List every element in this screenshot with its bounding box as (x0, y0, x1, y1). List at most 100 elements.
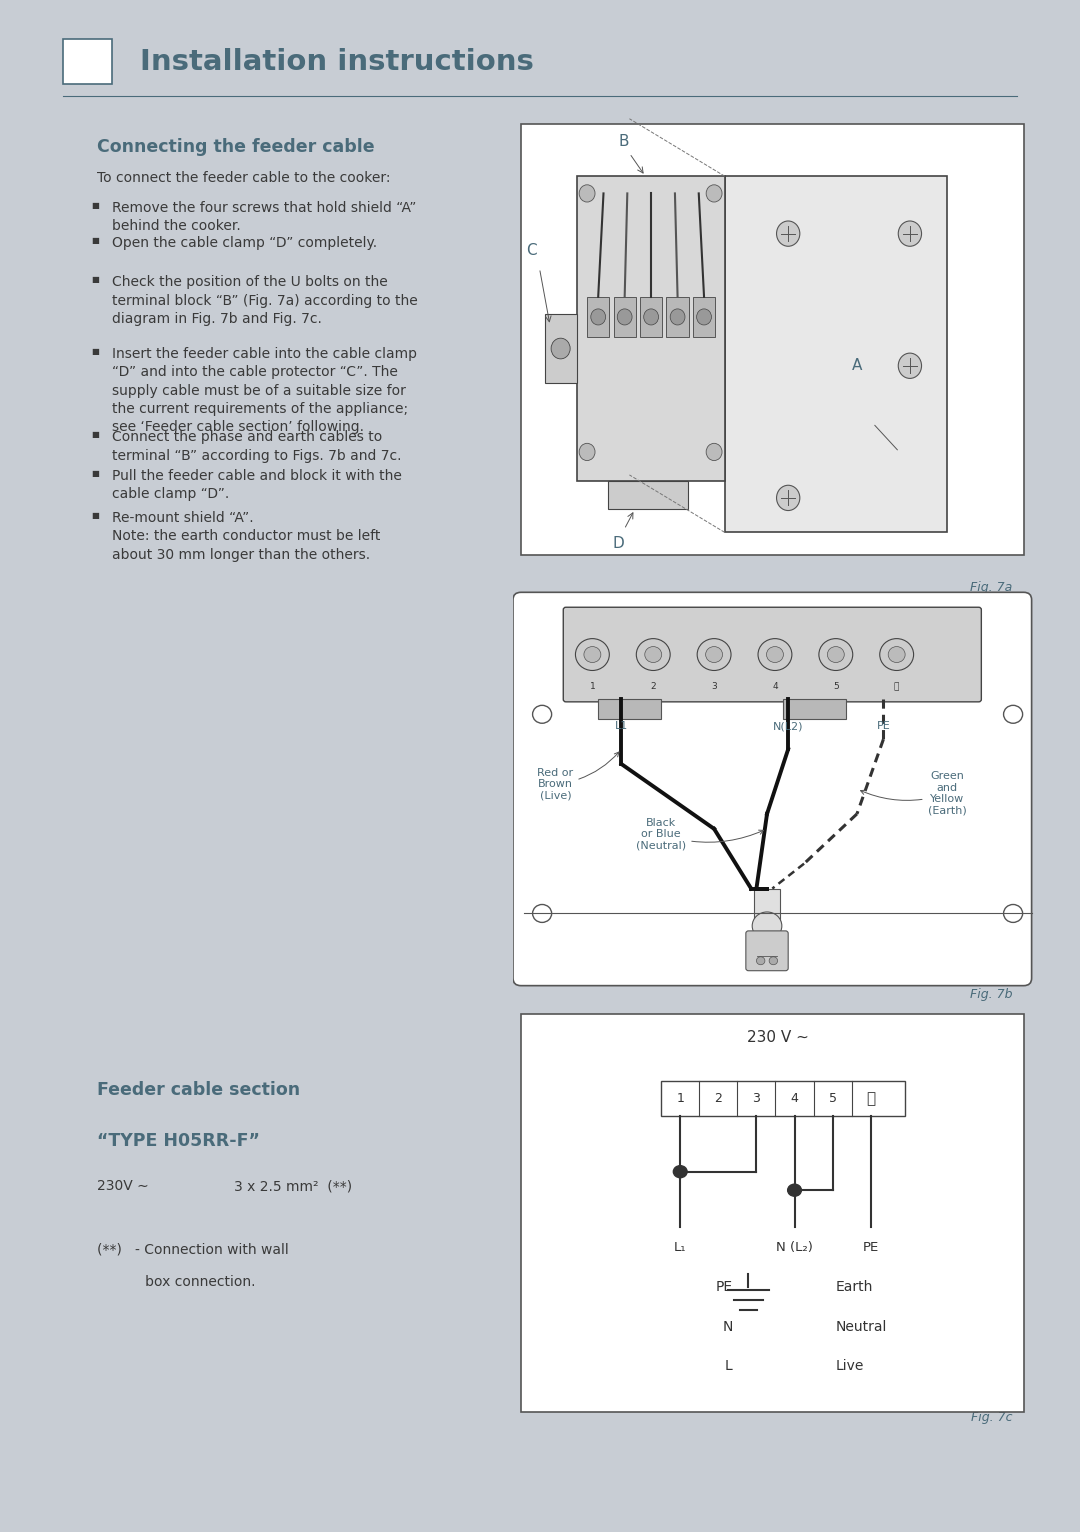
Text: 5: 5 (828, 1092, 837, 1105)
Text: Pull the feeder cable and block it with the
cable clamp “D”.: Pull the feeder cable and block it with … (112, 469, 402, 501)
Polygon shape (725, 176, 947, 533)
Text: Installation instructions: Installation instructions (140, 47, 535, 75)
Text: ■: ■ (92, 346, 99, 355)
Text: ⏛: ⏛ (866, 1091, 875, 1106)
Text: Connect the phase and earth cables to
terminal “B” according to Figs. 7b and 7c.: Connect the phase and earth cables to te… (112, 430, 402, 463)
Circle shape (899, 354, 921, 378)
FancyBboxPatch shape (63, 40, 112, 84)
Circle shape (787, 1184, 801, 1196)
Text: N(L2): N(L2) (773, 722, 804, 731)
Bar (661, 1082, 905, 1117)
Circle shape (576, 639, 609, 671)
Text: ■: ■ (92, 430, 99, 440)
Text: To connect the feeder cable to the cooker:: To connect the feeder cable to the cooke… (96, 170, 390, 185)
Text: C: C (526, 244, 537, 259)
Text: Green
and
Yellow
(Earth): Green and Yellow (Earth) (861, 771, 967, 817)
Text: 1: 1 (590, 682, 595, 691)
Circle shape (880, 639, 914, 671)
Text: Feeder cable section: Feeder cable section (96, 1082, 299, 1098)
Bar (640, 297, 662, 337)
Circle shape (827, 647, 845, 662)
Circle shape (645, 647, 662, 662)
Text: 5: 5 (833, 682, 839, 691)
Circle shape (532, 705, 552, 723)
Text: 4: 4 (791, 1092, 798, 1105)
Text: Live: Live (836, 1359, 864, 1373)
Circle shape (532, 904, 552, 922)
Text: ■: ■ (92, 469, 99, 478)
Circle shape (899, 221, 921, 247)
Circle shape (636, 639, 671, 671)
Text: Red or
Brown
(Live): Red or Brown (Live) (537, 752, 619, 801)
Bar (597, 699, 661, 720)
Text: L: L (725, 1359, 732, 1373)
Circle shape (767, 647, 783, 662)
Text: Re-mount shield “A”.
Note: the earth conductor must be left
about 30 mm longer t: Re-mount shield “A”. Note: the earth con… (112, 510, 380, 562)
Circle shape (697, 309, 712, 325)
Text: Fig. 7c: Fig. 7c (971, 1411, 1012, 1423)
Text: Black
or Blue
(Neutral): Black or Blue (Neutral) (636, 818, 764, 850)
Text: box connection.: box connection. (96, 1275, 255, 1288)
Circle shape (769, 958, 778, 965)
Bar (544, 314, 577, 383)
Circle shape (579, 443, 595, 461)
Text: Check the position of the U bolts on the
terminal block “B” (Fig. 7a) according : Check the position of the U bolts on the… (112, 276, 418, 326)
Text: 4: 4 (772, 682, 778, 691)
Text: Insert the feeder cable into the cable clamp
“D” and into the cable protector “C: Insert the feeder cable into the cable c… (112, 346, 417, 435)
Text: PE: PE (715, 1281, 732, 1295)
Text: 3 x 2.5 mm²  (**): 3 x 2.5 mm² (**) (234, 1180, 352, 1193)
Text: 2: 2 (714, 1092, 723, 1105)
Text: ⏛: ⏛ (894, 682, 900, 691)
FancyBboxPatch shape (513, 593, 1031, 985)
Text: 1: 1 (676, 1092, 684, 1105)
Circle shape (698, 639, 731, 671)
Text: 3: 3 (712, 682, 717, 691)
Circle shape (1003, 705, 1023, 723)
Circle shape (705, 647, 723, 662)
Circle shape (551, 339, 570, 358)
Text: ■: ■ (92, 510, 99, 519)
Circle shape (673, 1166, 687, 1178)
Text: 230V ∼: 230V ∼ (96, 1180, 148, 1193)
Text: Open the cable clamp “D” completely.: Open the cable clamp “D” completely. (112, 236, 377, 250)
Circle shape (777, 221, 800, 247)
Bar (754, 889, 780, 968)
Bar (588, 297, 609, 337)
Circle shape (756, 958, 765, 965)
Text: 12: 12 (77, 54, 98, 69)
Circle shape (888, 647, 905, 662)
FancyBboxPatch shape (564, 607, 982, 702)
Bar (783, 699, 847, 720)
Bar (666, 297, 689, 337)
Circle shape (819, 639, 853, 671)
Text: (**)   - Connection with wall: (**) - Connection with wall (96, 1242, 288, 1256)
Bar (608, 481, 688, 509)
Bar (613, 297, 636, 337)
Text: Fig. 7b: Fig. 7b (970, 988, 1012, 1002)
Circle shape (584, 647, 600, 662)
Text: ■: ■ (92, 276, 99, 283)
Circle shape (706, 185, 723, 202)
Text: Fig. 7a: Fig. 7a (970, 581, 1012, 594)
Text: 2: 2 (650, 682, 656, 691)
Text: Remove the four screws that hold shield “A”
behind the cooker.: Remove the four screws that hold shield … (112, 201, 416, 233)
Text: N (L₂): N (L₂) (777, 1241, 813, 1255)
Circle shape (706, 443, 723, 461)
Text: Earth: Earth (836, 1281, 874, 1295)
Circle shape (618, 309, 632, 325)
Text: A: A (852, 358, 862, 374)
Circle shape (644, 309, 659, 325)
Text: 230 V ∼: 230 V ∼ (746, 1030, 809, 1045)
Text: N: N (723, 1319, 732, 1334)
Text: “TYPE H05RR-F”: “TYPE H05RR-F” (96, 1132, 259, 1149)
Circle shape (777, 486, 800, 510)
Circle shape (1003, 904, 1023, 922)
Circle shape (591, 309, 606, 325)
Bar (693, 297, 715, 337)
Text: Neutral: Neutral (836, 1319, 887, 1334)
Polygon shape (577, 176, 725, 481)
Text: L₁: L₁ (674, 1241, 687, 1255)
Text: PE: PE (863, 1241, 879, 1255)
Text: ■: ■ (92, 201, 99, 210)
Text: B: B (619, 135, 630, 149)
